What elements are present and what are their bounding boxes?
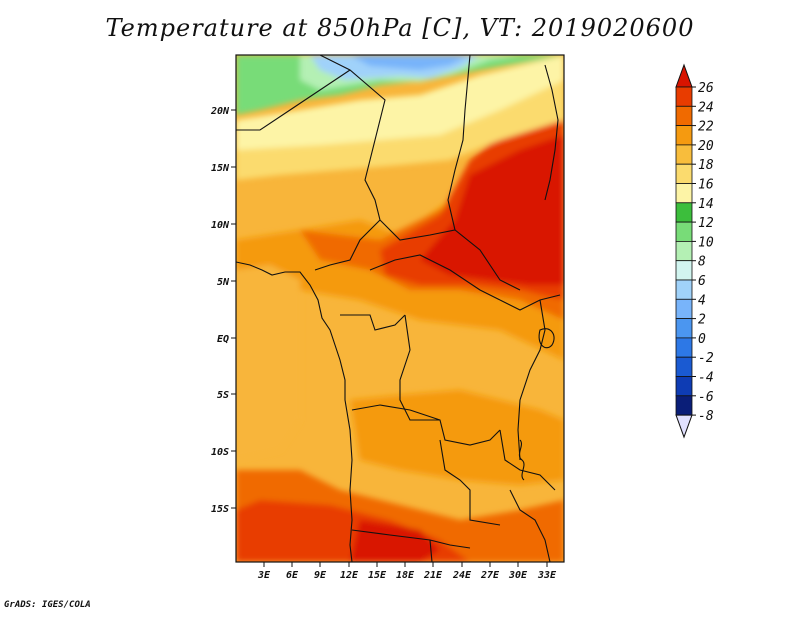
colorbar-label: 8 <box>698 255 706 270</box>
lat-label-20n: 20N <box>210 106 230 117</box>
lon-label-33e: 33E <box>537 570 557 581</box>
colorbar-swatch <box>675 183 693 204</box>
colorbar-swatch <box>675 376 693 397</box>
coastline-west <box>236 261 353 562</box>
colorbar-swatch <box>675 86 693 107</box>
lat-label-5s: 5S <box>217 390 229 401</box>
colorbar-label: 26 <box>698 81 714 96</box>
colorbar-label: 20 <box>698 139 714 154</box>
border-namibia-botswana <box>429 539 433 562</box>
border-congo-gabon <box>340 314 406 331</box>
colorbar-swatch <box>675 356 693 377</box>
colorbar-swatch <box>675 221 693 242</box>
border-angola-zambia <box>439 439 501 526</box>
colorbar-swatch <box>675 395 693 416</box>
border-drc-west <box>399 314 501 446</box>
lat-label-10s: 10S <box>211 447 229 458</box>
border-car-drc <box>369 254 501 301</box>
border-algeria-niger <box>236 69 351 131</box>
field-band-east-20 <box>350 390 564 485</box>
colorbar-label: 16 <box>698 178 714 193</box>
border-libya-sudan <box>447 55 471 231</box>
colorbar-label: 18 <box>698 158 714 173</box>
colorbar-label: 22 <box>698 120 714 135</box>
lon-label-30e: 30E <box>508 570 528 581</box>
lake-tanganyika <box>518 439 525 481</box>
colorbar-label: 24 <box>698 100 714 115</box>
colorbar-label: 6 <box>698 274 706 289</box>
lon-label-9e: 9E <box>314 570 327 581</box>
lat-axis: 20N 15N 10N 5N EQ 5S 10S 15S <box>210 106 236 515</box>
figure-title: Temperature at 850hPa [C], VT: 201902060… <box>105 14 695 42</box>
field-band-atlantic-18 <box>236 265 300 460</box>
colorbar-swatch <box>675 125 693 146</box>
colorbar-label: -6 <box>698 390 714 405</box>
lon-label-6e: 6E <box>286 570 299 581</box>
colorbar-swatch <box>675 337 693 358</box>
lat-label-eq: EQ <box>217 334 229 345</box>
colorbar-swatch <box>675 240 693 262</box>
lon-label-24e: 24E <box>452 570 472 581</box>
colorbar-swatch <box>675 318 693 339</box>
lon-label-18e: 18E <box>396 570 415 581</box>
colorbar-label: 12 <box>698 216 714 231</box>
lat-label-15s: 15S <box>211 504 229 515</box>
lat-label-15n: 15N <box>211 163 230 174</box>
nile-border <box>544 64 559 201</box>
colorbar-label: -8 <box>698 409 714 424</box>
colorbar-swatch <box>675 163 693 184</box>
lon-label-12e: 12E <box>340 570 359 581</box>
lon-label-21e: 21E <box>423 570 443 581</box>
colorbar-swatch <box>675 105 693 127</box>
border-car-sudan <box>379 219 521 291</box>
colorbar-label: -4 <box>698 371 714 386</box>
boundaries <box>236 55 561 562</box>
colorbar-swatch <box>675 144 693 165</box>
grads-credit: GrADS: IGES/COLA <box>4 600 91 610</box>
lat-label-5n: 5N <box>217 277 230 288</box>
colorbar-label: 10 <box>698 235 714 250</box>
colorbar-swatch <box>675 298 693 319</box>
colorbar-label: 4 <box>698 293 706 308</box>
field-band-14 <box>236 55 564 150</box>
border-great-lakes <box>517 299 546 461</box>
lon-label-3e: 3E <box>257 570 271 581</box>
colorbar-swatch <box>675 260 693 281</box>
lon-axis: 3E 6E 9E 12E 15E 18E 21E 24E 27E 30E 33E <box>257 562 557 581</box>
field-band-south-26 <box>350 520 440 562</box>
lake-victoria <box>538 328 555 349</box>
colorbar-label: 14 <box>698 197 714 212</box>
border-nigeria-cameroon <box>314 219 381 271</box>
temperature-field <box>236 55 564 562</box>
colorbar-label: 2 <box>698 313 706 328</box>
colorbar-over-triangle <box>675 63 693 88</box>
colorbar-swatch <box>675 279 693 300</box>
lon-label-15e: 15E <box>368 570 387 581</box>
lat-label-10n: 10N <box>211 220 230 231</box>
field-band-4 <box>350 55 470 70</box>
colorbar-swatch <box>675 202 693 223</box>
border-angola-north <box>351 404 441 421</box>
map-frame <box>235 54 565 563</box>
border-zimbabwe-mozambique <box>509 489 551 562</box>
border-south-sudan-uganda <box>499 294 561 311</box>
colorbar-under-triangle <box>675 414 693 439</box>
colorbar-label: 0 <box>698 332 706 347</box>
lon-label-27e: 27E <box>480 570 500 581</box>
field-band-26 <box>420 135 564 285</box>
border-zambia-tanzania <box>499 429 556 491</box>
colorbar-label: -2 <box>698 351 714 366</box>
